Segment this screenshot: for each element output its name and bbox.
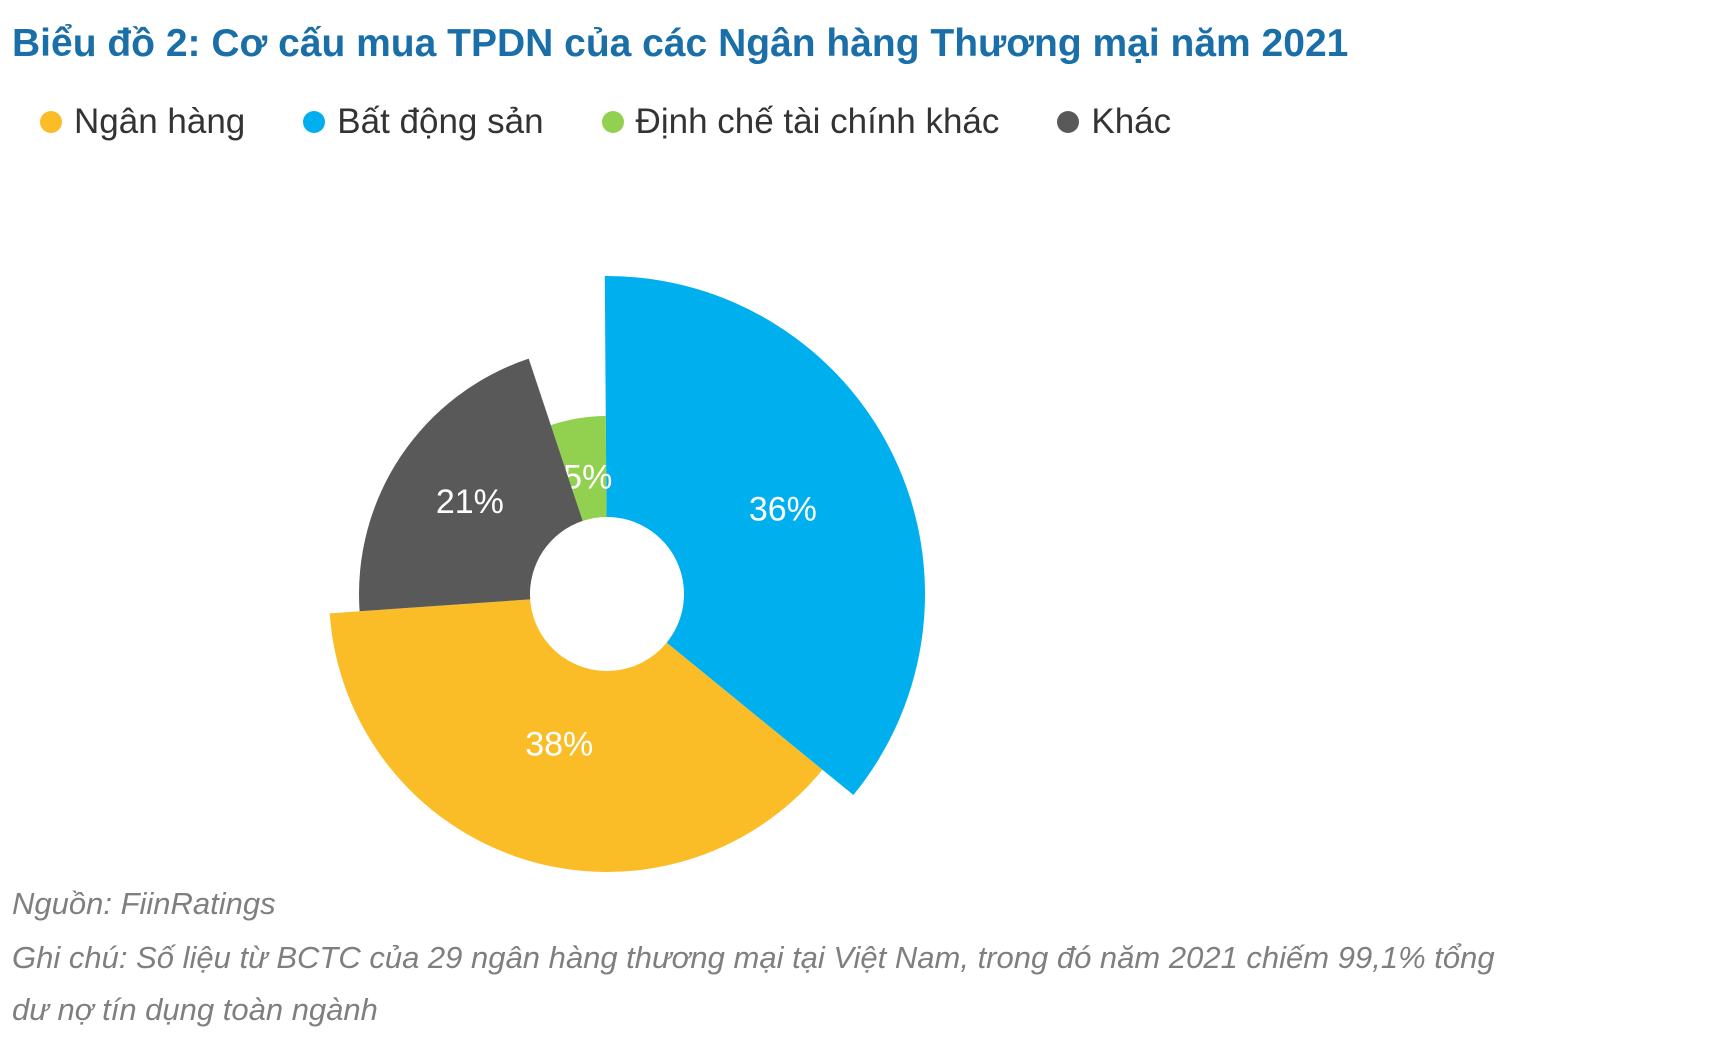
legend-item-bat-dong-san: Bất động sản <box>303 102 544 142</box>
chart-title: Biểu đồ 2: Cơ cấu mua TPDN của các Ngân … <box>12 22 1349 65</box>
footnote-line-2: dư nợ tín dụng toàn ngành <box>12 992 378 1027</box>
legend-marker <box>40 111 62 133</box>
chart-legend: Ngân hàng Bất động sản Định chế tài chín… <box>40 100 1229 144</box>
legend-item-ngan-hang: Ngân hàng <box>40 102 245 142</box>
slice-bất-động-sản <box>604 275 925 795</box>
legend-item-dinh-che-tai-chinh-khac: Định chế tài chính khác <box>601 102 1000 142</box>
legend-label: Định chế tài chính khác <box>635 102 1000 141</box>
legend-label: Khác <box>1091 102 1172 141</box>
source-note: Nguồn: FiinRatings <box>12 886 276 921</box>
footnote-line-1: Ghi chú: Số liệu từ BCTC của 29 ngân hàn… <box>12 940 1495 975</box>
legend-label: Ngân hàng <box>74 102 246 141</box>
legend-marker <box>601 111 624 133</box>
legend-item-khac: Khác <box>1057 102 1171 142</box>
legend-marker <box>1057 111 1080 133</box>
slice-value-label: 38% <box>525 726 593 764</box>
legend-marker <box>303 111 326 133</box>
slice-khác <box>359 358 583 612</box>
slice-ngân-hàng <box>329 599 823 873</box>
slice-định-chế-tài-chính-khác <box>550 416 607 521</box>
slice-value-label: 21% <box>436 483 504 521</box>
slice-value-label: 36% <box>749 491 817 529</box>
legend-label: Bất động sản <box>337 102 544 141</box>
